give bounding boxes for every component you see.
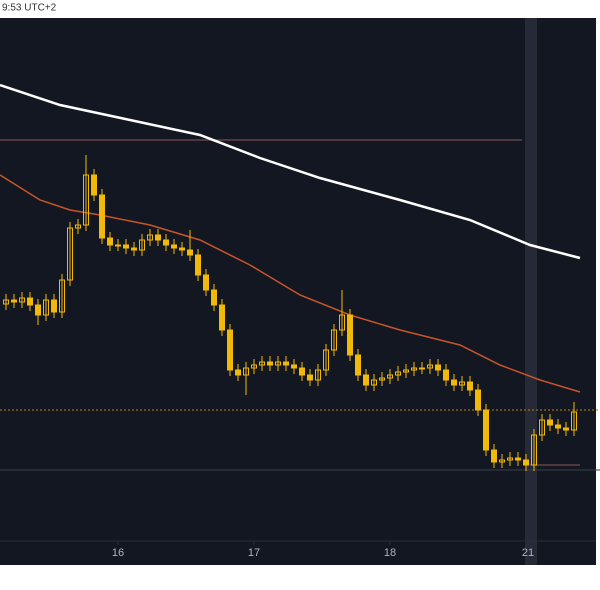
candle-body — [91, 174, 97, 196]
time-label: 9:53 UTC+2 — [2, 3, 57, 14]
candle-body — [187, 249, 193, 256]
candle-body — [35, 304, 41, 316]
candle-body — [139, 239, 145, 251]
candle-body — [379, 377, 385, 381]
candle-body — [259, 361, 265, 366]
candle-body — [59, 279, 65, 313]
candle-body — [371, 379, 377, 386]
candle-body — [243, 367, 249, 376]
candle-body — [163, 239, 169, 246]
x-tick-label: 18 — [384, 547, 396, 559]
candle-body — [11, 299, 17, 303]
candle-body — [403, 369, 409, 373]
candle-body — [563, 427, 569, 431]
candle-body — [435, 364, 441, 371]
candle-body — [67, 227, 73, 281]
candle-body — [475, 389, 481, 411]
candle-body — [235, 369, 241, 376]
candle-body — [291, 364, 297, 369]
candle-body — [323, 349, 329, 371]
candle-body — [547, 419, 553, 426]
candle-body — [539, 419, 545, 436]
candle-body — [267, 361, 273, 366]
candle-body — [499, 459, 505, 463]
candle-body — [147, 234, 153, 241]
moving-average — [0, 83, 581, 260]
candle-body — [219, 304, 225, 331]
candle-body — [203, 274, 209, 291]
candle-body — [275, 361, 281, 366]
candle-body — [3, 299, 9, 305]
candle-body — [123, 244, 129, 249]
candle-body — [195, 254, 201, 276]
candle-body — [331, 329, 337, 351]
candle-body — [347, 314, 353, 356]
candle-body — [459, 381, 465, 386]
candle-body — [555, 424, 561, 429]
candle-body — [443, 369, 449, 381]
candle-body — [283, 361, 289, 366]
candle-body — [171, 244, 177, 249]
candle-body — [179, 247, 185, 251]
candle-body — [411, 367, 417, 371]
candle-body — [107, 237, 113, 246]
highlight-band — [525, 18, 537, 565]
candle-body — [75, 224, 81, 229]
candle-body — [531, 434, 537, 466]
candle-body — [251, 364, 257, 369]
x-tick-label: 17 — [248, 547, 260, 559]
candle-body — [491, 449, 497, 463]
candle-body — [211, 289, 217, 306]
candle-body — [155, 234, 161, 241]
candle-body — [523, 459, 529, 466]
candle-body — [115, 244, 121, 247]
plot-area — [0, 18, 596, 565]
candle-body — [419, 367, 425, 370]
candle-body — [363, 374, 369, 386]
candle-body — [43, 299, 49, 316]
candle-body — [99, 194, 105, 239]
x-tick-label: 16 — [112, 547, 124, 559]
candle-body — [315, 369, 321, 381]
candle-body — [51, 299, 57, 313]
moving-average — [0, 174, 581, 393]
candle-body — [483, 409, 489, 451]
candle-body — [467, 381, 473, 391]
candle-body — [355, 354, 361, 376]
candle-body — [507, 457, 513, 461]
candle-body — [395, 371, 401, 376]
candle-body — [307, 374, 313, 381]
candle-body — [451, 379, 457, 386]
candle-body — [299, 367, 305, 376]
candle-body — [571, 411, 577, 431]
candle-body — [427, 364, 433, 369]
candle-body — [27, 297, 33, 306]
candle-body — [131, 247, 137, 251]
candle-body — [515, 457, 521, 461]
candle-body — [227, 329, 233, 371]
candle-body — [387, 374, 393, 379]
candle-body — [83, 174, 89, 226]
candle-body — [19, 297, 25, 303]
candle-body — [339, 314, 345, 331]
x-tick-label: 21 — [522, 547, 534, 559]
